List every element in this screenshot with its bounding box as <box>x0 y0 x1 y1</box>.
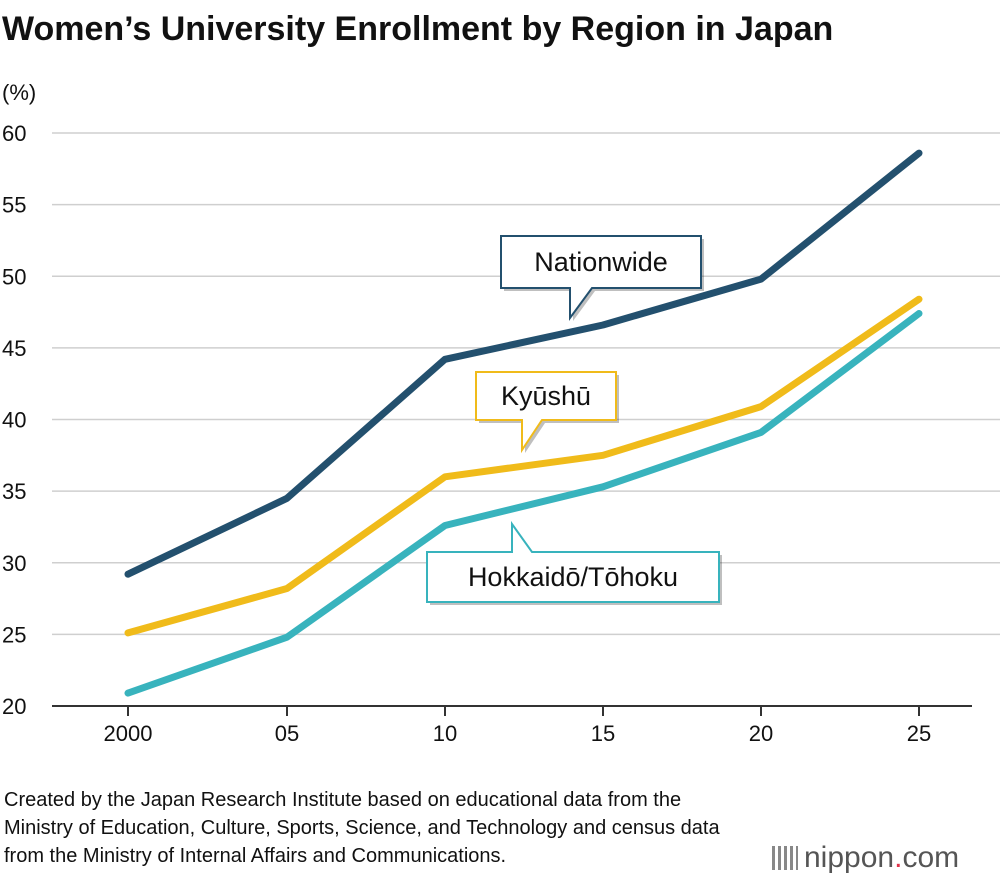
series-line-2 <box>124 310 923 697</box>
series-label: Hokkaidō/Tōhoku <box>468 562 678 592</box>
y-tick-label: 20 <box>2 694 26 719</box>
x-tick-label: 15 <box>591 721 615 746</box>
logo-name: nippon <box>804 841 895 874</box>
y-tick-label: 50 <box>2 264 26 289</box>
nippon-logo: nippon. com <box>772 838 959 878</box>
y-tick-label: 35 <box>2 479 26 504</box>
y-tick-label: 40 <box>2 408 26 433</box>
callout-0: Nationwide <box>500 235 704 322</box>
x-tick-label: 25 <box>907 721 931 746</box>
callout-1: Kyūshū <box>475 371 619 454</box>
x-tick-label: 2000 <box>104 721 153 746</box>
y-tick-label: 60 <box>2 121 26 146</box>
series-lines <box>124 149 923 697</box>
y-tick-label: 55 <box>2 193 26 218</box>
x-tick-label: 10 <box>433 721 457 746</box>
source-note: Created by the Japan Research Institute … <box>4 789 720 867</box>
chart-title: Women’s University Enrollment by Region … <box>2 10 833 48</box>
logo-bars-icon <box>772 846 798 870</box>
series-line-0 <box>124 149 923 578</box>
callout-2: Hokkaidō/Tōhoku <box>426 520 722 605</box>
callout-box <box>475 371 617 454</box>
y-axis-unit: (%) <box>2 80 36 105</box>
x-tick-label: 20 <box>749 721 773 746</box>
series-callouts: Nationwide Kyūshū Hokkaidō/Tōhoku <box>426 235 722 605</box>
y-tick-label: 30 <box>2 551 26 576</box>
logo-dot: . <box>894 841 903 874</box>
y-tick-label: 45 <box>2 336 26 361</box>
series-label: Kyūshū <box>501 381 591 411</box>
callout-box <box>426 520 720 603</box>
callout-box <box>500 235 702 322</box>
y-axis-ticks: 20 25 30 35 40 45 50 55 60 <box>2 121 26 719</box>
series-label: Nationwide <box>534 247 668 277</box>
series-line-1 <box>124 295 923 637</box>
logo-suffix: com <box>902 841 960 874</box>
y-tick-label: 25 <box>2 622 26 647</box>
x-tick-label: 05 <box>275 721 299 746</box>
x-axis: 2000 05 10 15 20 25 <box>52 705 972 746</box>
